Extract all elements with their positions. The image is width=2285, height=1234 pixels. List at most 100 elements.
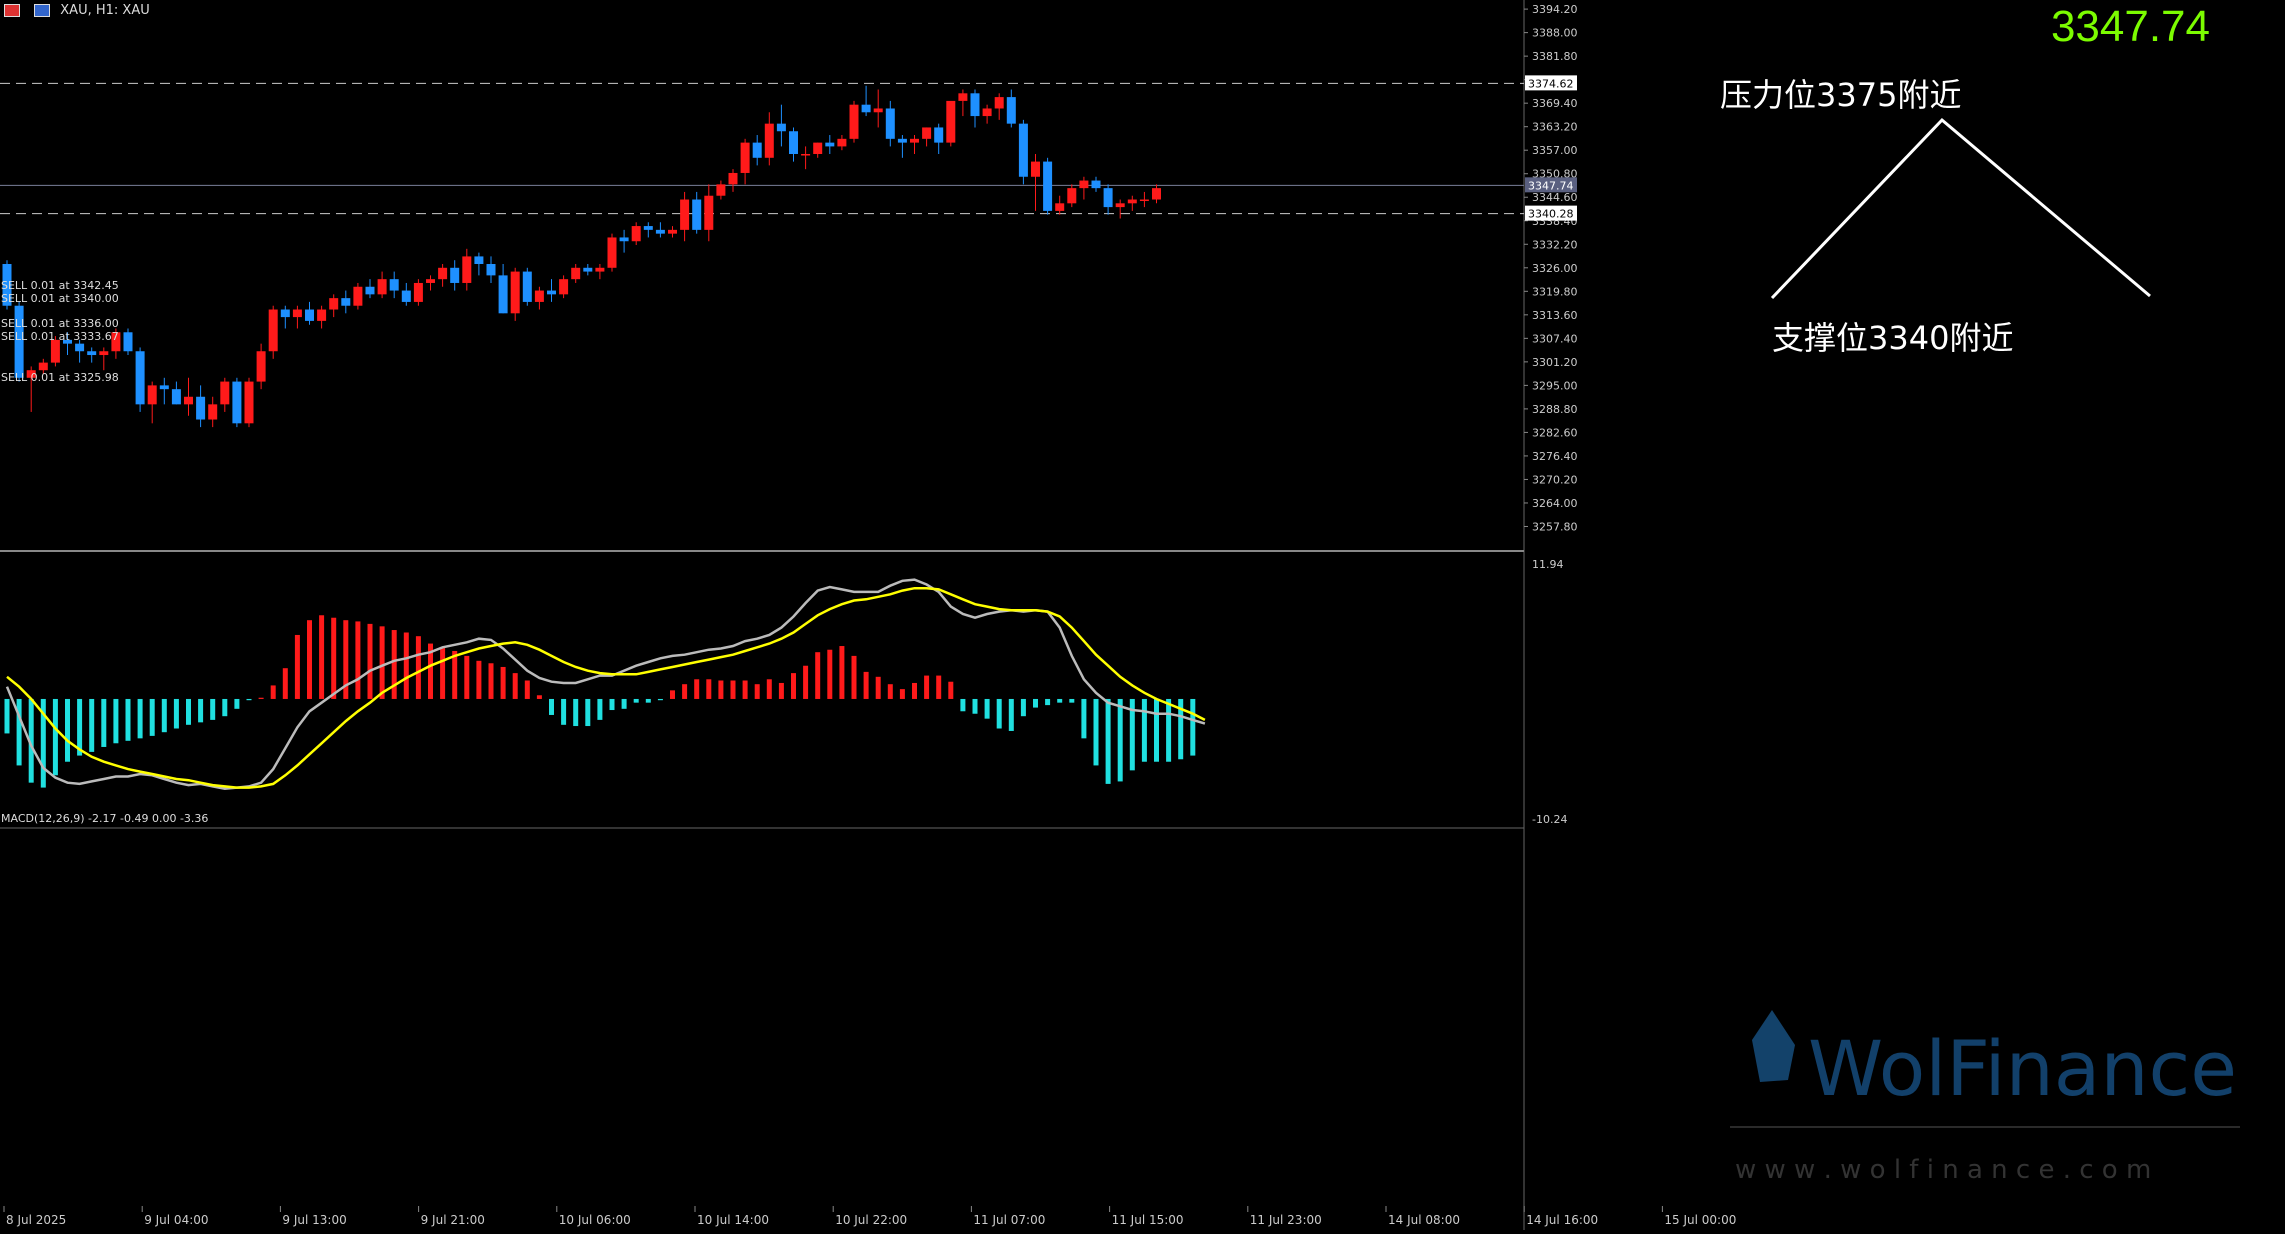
candle-body[interactable]: [26, 370, 36, 378]
candle-body[interactable]: [680, 199, 690, 230]
candle-body[interactable]: [159, 385, 169, 390]
candle-body[interactable]: [1055, 203, 1065, 211]
candle-body[interactable]: [740, 142, 750, 173]
candle-body[interactable]: [486, 264, 496, 276]
candle-body[interactable]: [813, 142, 823, 154]
macd-histogram-bar: [343, 620, 349, 699]
candle-body[interactable]: [1079, 180, 1089, 189]
candle-body[interactable]: [885, 108, 895, 139]
candle-body[interactable]: [365, 286, 375, 295]
candle-body[interactable]: [631, 226, 641, 242]
candle-body[interactable]: [305, 309, 314, 321]
candle-body[interactable]: [38, 362, 48, 371]
candle-body[interactable]: [256, 351, 266, 382]
candle-body[interactable]: [63, 339, 72, 344]
candle-body[interactable]: [861, 104, 871, 113]
candle-body[interactable]: [208, 404, 218, 420]
macd-histogram-bar: [161, 698, 167, 733]
candle-body[interactable]: [341, 298, 351, 306]
candle-body[interactable]: [970, 93, 980, 117]
candle-body[interactable]: [135, 351, 145, 405]
candle-body[interactable]: [401, 290, 411, 302]
candle-body[interactable]: [619, 237, 629, 242]
candle-body[interactable]: [849, 104, 859, 139]
candle-body[interactable]: [1031, 161, 1040, 177]
candle-body[interactable]: [752, 142, 762, 158]
candle-body[interactable]: [595, 267, 605, 272]
candle-body[interactable]: [801, 154, 811, 156]
candle-body[interactable]: [171, 389, 181, 405]
candle-body[interactable]: [583, 267, 593, 272]
candle-body[interactable]: [643, 226, 653, 230]
candle-body[interactable]: [268, 309, 278, 352]
candle-body[interactable]: [426, 279, 435, 283]
candle-body[interactable]: [922, 127, 932, 139]
candle-body[interactable]: [571, 267, 581, 280]
candle-body[interactable]: [958, 93, 968, 101]
candle-body[interactable]: [1127, 199, 1137, 204]
candle-body[interactable]: [728, 172, 738, 185]
candle-body[interactable]: [1115, 203, 1125, 208]
candle-body[interactable]: [232, 381, 242, 424]
resistance-annotation: 压力位3375附近: [1720, 76, 1961, 114]
candle-body[interactable]: [934, 127, 944, 143]
candle-body[interactable]: [1006, 97, 1016, 124]
candle-body[interactable]: [655, 229, 665, 234]
candle-body[interactable]: [1103, 188, 1113, 208]
candle-body[interactable]: [837, 138, 847, 147]
candle-body[interactable]: [873, 108, 883, 113]
candle-body[interactable]: [789, 131, 798, 154]
candle-body[interactable]: [450, 267, 460, 283]
candle-body[interactable]: [668, 229, 677, 234]
candle-body[interactable]: [413, 282, 423, 302]
candle-body[interactable]: [474, 256, 484, 264]
candle-body[interactable]: [1043, 161, 1053, 211]
candle-body[interactable]: [353, 286, 363, 306]
candle-body[interactable]: [99, 351, 109, 356]
candle-body[interactable]: [389, 279, 399, 291]
candle-body[interactable]: [692, 199, 702, 230]
candle-body[interactable]: [559, 279, 569, 295]
candle-body[interactable]: [75, 343, 85, 352]
candle-body[interactable]: [280, 309, 290, 318]
candle-body[interactable]: [994, 97, 1004, 109]
candle-body[interactable]: [510, 271, 520, 314]
candle-body[interactable]: [534, 290, 544, 302]
candle-body[interactable]: [1018, 123, 1028, 177]
candle-body[interactable]: [1139, 199, 1149, 202]
candle-body[interactable]: [982, 108, 992, 117]
candle-body[interactable]: [377, 279, 387, 295]
candle-body[interactable]: [14, 305, 24, 378]
candle-body[interactable]: [910, 138, 919, 143]
candle-body[interactable]: [244, 381, 254, 424]
candle-body[interactable]: [716, 184, 726, 196]
candle-body[interactable]: [462, 256, 472, 283]
candle-body[interactable]: [329, 298, 339, 310]
candle-body[interactable]: [897, 138, 907, 143]
candle-body[interactable]: [2, 264, 12, 306]
candle-body[interactable]: [522, 271, 532, 302]
candle-body[interactable]: [317, 309, 327, 321]
candle-body[interactable]: [50, 339, 60, 363]
candle-body[interactable]: [147, 385, 157, 405]
candle-body[interactable]: [184, 396, 193, 405]
candle-body[interactable]: [704, 195, 714, 230]
candle-body[interactable]: [220, 381, 230, 405]
candle-body[interactable]: [292, 309, 302, 318]
candle-body[interactable]: [1067, 188, 1077, 204]
candle-body[interactable]: [776, 123, 786, 132]
candle-body[interactable]: [438, 267, 448, 280]
candle-body[interactable]: [111, 332, 121, 352]
candle-body[interactable]: [547, 290, 556, 295]
candle-body[interactable]: [607, 237, 617, 268]
candle-body[interactable]: [764, 123, 774, 158]
candle-body[interactable]: [123, 332, 133, 352]
candle-body[interactable]: [1091, 180, 1101, 189]
candle-body[interactable]: [498, 275, 508, 314]
candle-body[interactable]: [946, 100, 956, 143]
candle-body[interactable]: [1152, 188, 1161, 200]
candle-body[interactable]: [87, 351, 97, 356]
candle-body[interactable]: [196, 396, 206, 420]
candle-body[interactable]: [825, 142, 835, 147]
